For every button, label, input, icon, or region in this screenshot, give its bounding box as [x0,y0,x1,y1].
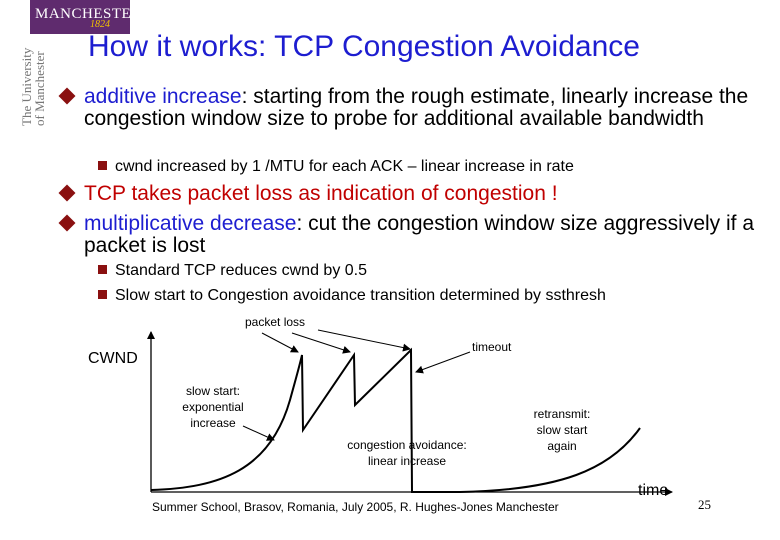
sub-bullet-ssthresh: Slow start to Congestion avoidance trans… [98,287,606,305]
slide-title: How it works: TCP Congestion Avoidance [88,30,640,63]
bullet-packet-loss: TCP takes packet loss as indication of c… [58,182,762,205]
packet-loss-arrow-1 [261,332,299,353]
retransmit-line-2: slow start [536,423,588,437]
slow-start-label: slow start: exponential increase [172,383,254,431]
bullet-text: TCP takes packet loss as indication of c… [84,182,558,205]
sub-bullet-text: Slow start to Congestion avoidance trans… [115,287,606,304]
slow-start-line-2: exponential [182,400,244,414]
sub-bullet-cwnd: cwnd increased by 1 /MTU for each ACK – … [98,158,574,176]
bullet-term: additive increase [84,85,242,108]
ca-line-1: congestion avoidance: [347,438,467,452]
slow-start-line-3: increase [190,416,236,430]
slow-start-line-1: slow start: [185,384,240,398]
square-bullet-icon [98,265,107,274]
square-bullet-icon [98,290,107,299]
logo-year: 1824 [90,19,110,30]
time-axis-label: time [638,482,669,499]
congestion-avoidance-label: congestion avoidance: linear increase [336,437,478,469]
logo-name: MANCHESTER [35,6,142,22]
packet-loss-label: packet loss [245,315,306,329]
square-bullet-icon [98,161,107,170]
footer: Summer School, Brasov, Romania, July 200… [152,500,559,514]
university-logo: MANCHESTER 1824 [30,0,141,34]
timeout-arrow [415,351,471,374]
bullet-text: : cut the congestion window size aggress… [84,212,755,257]
bullet-additive-increase: additive increase: starting from the rou… [58,85,762,130]
sub-bullet-reduce: Standard TCP reduces cwnd by 0.5 [98,262,367,280]
timeout-label: timeout [472,340,512,354]
page-number: 25 [698,497,711,512]
sub-bullet-text: Standard TCP reduces cwnd by 0.5 [115,262,367,279]
ca-line-2: linear increase [367,454,447,468]
bullet-term: multiplicative decrease [84,212,297,235]
sub-bullet-text: cwnd increased by 1 /MTU for each ACK – … [115,158,574,175]
bullet-text: : starting from the rough estimate, line… [84,85,749,130]
cwnd-axis-label: CWND [88,350,138,367]
packet-loss-arrow-2 [291,332,351,354]
bullet-multiplicative-decrease: multiplicative decrease: cut the congest… [58,212,762,257]
cwnd-curve [150,347,641,493]
retransmit-line-1: retransmit: [533,407,591,421]
retransmit-line-3: again [547,439,577,453]
retransmit-label: retransmit: slow start again [524,406,600,454]
slow-start-arrow [242,425,275,441]
packet-loss-arrow-3 [317,329,411,352]
